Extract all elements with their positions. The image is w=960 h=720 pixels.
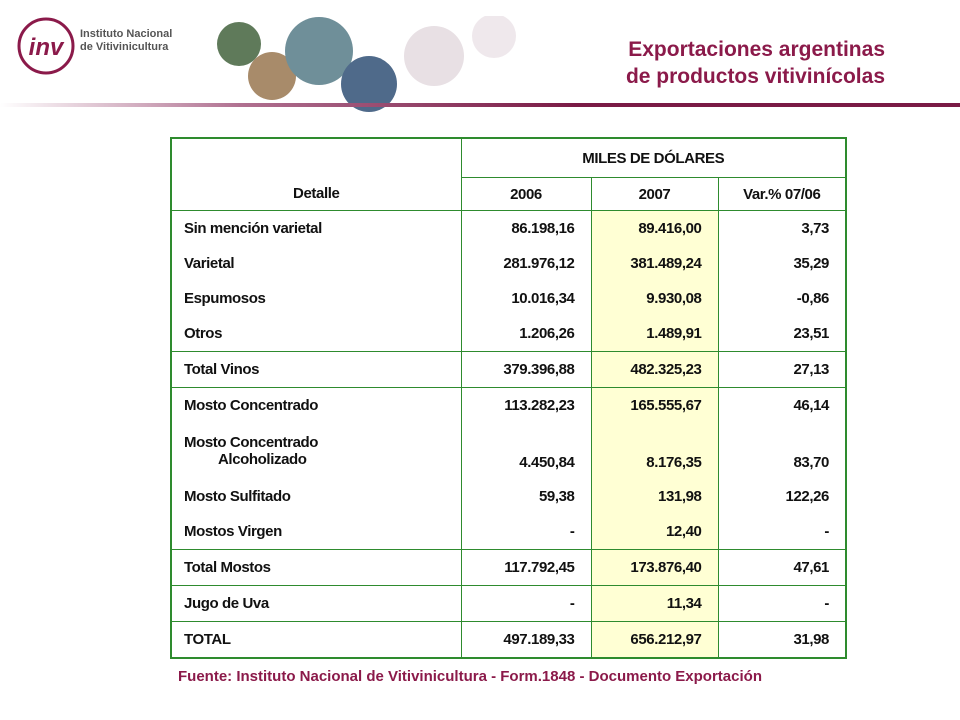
title-line: de productos vitivinícolas <box>625 65 885 88</box>
label-line: Total Mostos <box>184 559 271 576</box>
table-row: Total Mostos 117.792,45 173.876,40 47,61 <box>170 549 847 586</box>
value-cell: 59,38 <box>460 479 592 514</box>
value-cell: 23,51 <box>717 316 847 352</box>
row-label: Total Mostos <box>170 549 462 586</box>
row-label: Mostos Virgen <box>170 514 462 550</box>
label-line: Mostos Virgen <box>184 523 282 540</box>
table-row: Otros 1.206,26 1.489,91 23,51 <box>170 316 847 352</box>
value-cell: 113.282,23 <box>460 387 592 423</box>
title: Exportaciones argentinas de productos vi… <box>626 36 885 90</box>
decoration <box>472 16 516 58</box>
value-cell: 497.189,33 <box>460 621 592 658</box>
header-row: 2006 2007 Var.% 07/06 <box>171 177 847 211</box>
label-line: Sin mención varietal <box>184 220 322 237</box>
header-row: Detalle MILES DE DÓLARES <box>170 138 847 211</box>
title-line: Exportaciones argentinas <box>628 38 885 61</box>
label-line: Jugo de Uva <box>184 595 269 612</box>
label-line: Espumosos <box>184 290 266 307</box>
row-label: Jugo de Uva <box>170 585 462 622</box>
value-cell: 656.212,97 <box>590 621 719 658</box>
row-label: Mosto Concentrado Alcoholizado <box>170 423 462 479</box>
header-cell: 2006 <box>460 177 592 211</box>
value-cell: 9.930,08 <box>590 281 719 316</box>
label-line: Alcoholizado <box>218 451 307 468</box>
table-row: Mosto Concentrado Alcoholizado 4.450,84 8.1… <box>170 423 847 479</box>
value-cell: 86.198,16 <box>460 210 592 246</box>
value-cell: 8.176,35 <box>590 423 719 479</box>
header-cell: Detalle <box>170 138 462 211</box>
value-cell: 482.325,23 <box>590 351 719 388</box>
label-line: Otros <box>184 325 223 342</box>
row-label: Otros <box>170 316 462 352</box>
table-row: Espumosos 10.016,34 9.930,08 -0,86 <box>170 281 847 316</box>
header-cell: 2007 <box>590 177 719 211</box>
value-cell: 46,14 <box>717 387 847 423</box>
label-line: Varietal <box>184 255 235 272</box>
header-cell: MILES DE DÓLARES <box>460 138 847 178</box>
row-label: Total Vinos <box>170 351 462 388</box>
label-line: TOTAL <box>184 631 231 648</box>
value-cell: -0,86 <box>717 281 847 316</box>
label-line: Mosto Sulfitado <box>184 488 291 505</box>
table-row: Varietal 281.976,12 381.489,24 35,29 <box>170 246 847 281</box>
photo <box>217 22 261 66</box>
value-cell: - <box>717 585 847 622</box>
row-label: Sin mención varietal <box>170 210 462 246</box>
value-cell: 379.396,88 <box>460 351 592 388</box>
value-cell: 47,61 <box>717 549 847 586</box>
value-cell: 281.976,12 <box>460 246 592 281</box>
value-cell: - <box>460 514 592 550</box>
row-label: Varietal <box>170 246 462 281</box>
value-cell: 122,26 <box>717 479 847 514</box>
label-line: Mosto Concentrado <box>184 397 319 414</box>
value-cell: 27,13 <box>717 351 847 388</box>
logo-ring <box>17 17 75 75</box>
value-cell: 11,34 <box>590 585 719 622</box>
value-cell: 173.876,40 <box>590 549 719 586</box>
value-cell: 165.555,67 <box>590 387 719 423</box>
logo-line: Instituto Nacional <box>80 28 173 40</box>
export-table: Detalle MILES DE DÓLARES 2006 2007 Var.%… <box>170 137 847 659</box>
logo-line: de Vitivinicultura <box>80 41 169 53</box>
row-label: TOTAL <box>170 621 462 658</box>
logo-text: Instituto Nacional de Vitivinicultura <box>80 28 172 54</box>
table-row: TOTAL 497.189,33 656.212,97 31,98 <box>170 621 847 658</box>
value-cell: 131,98 <box>590 479 719 514</box>
value-cell: 35,29 <box>717 246 847 281</box>
value-cell: - <box>460 585 592 622</box>
table-row: Mosto Concentrado 113.282,23 165.555,67 46,… <box>170 387 847 423</box>
photo <box>285 17 353 85</box>
table-row: Jugo de Uva -11,34- <box>170 585 847 622</box>
value-cell: 4.450,84 <box>460 423 592 479</box>
table-row: Total Vinos 379.396,88 482.325,23 27,13 <box>170 351 847 388</box>
value-cell: 12,40 <box>590 514 719 550</box>
value-cell: 3,73 <box>717 210 847 246</box>
source: Fuente: Instituto Nacional de Vitivinicu… <box>178 668 762 685</box>
header-graphics: inv <box>17 16 516 112</box>
row-label: Mosto Sulfitado <box>170 479 462 514</box>
row-label: Espumosos <box>170 281 462 316</box>
label-line: Mosto Concentrado <box>184 434 319 451</box>
value-cell: 83,70 <box>717 423 847 479</box>
value-cell: 381.489,24 <box>590 246 719 281</box>
decoration <box>404 26 464 86</box>
value-cell: 1.206,26 <box>460 316 592 352</box>
value-cell: 1.489,91 <box>590 316 719 352</box>
header-rule <box>0 103 960 107</box>
table-row: Mosto Sulfitado 59,38 131,98 122,26 <box>170 479 847 514</box>
value-cell: 10.016,34 <box>460 281 592 316</box>
label-line: Total Vinos <box>184 361 260 378</box>
value-cell: - <box>717 514 847 550</box>
value-cell: 31,98 <box>717 621 847 658</box>
photo <box>248 52 296 100</box>
photo <box>341 56 397 112</box>
table-row: Mostos Virgen -12,40- <box>170 514 847 550</box>
value-cell: 89.416,00 <box>590 210 719 246</box>
row-label: Mosto Concentrado <box>170 387 462 423</box>
table-row: Sin mención varietal 86.198,16 89.416,00 3,… <box>170 210 847 246</box>
value-cell: 117.792,45 <box>460 549 592 586</box>
logo-mark: inv <box>29 34 65 61</box>
header-cell: Var.% 07/06 <box>717 177 847 211</box>
